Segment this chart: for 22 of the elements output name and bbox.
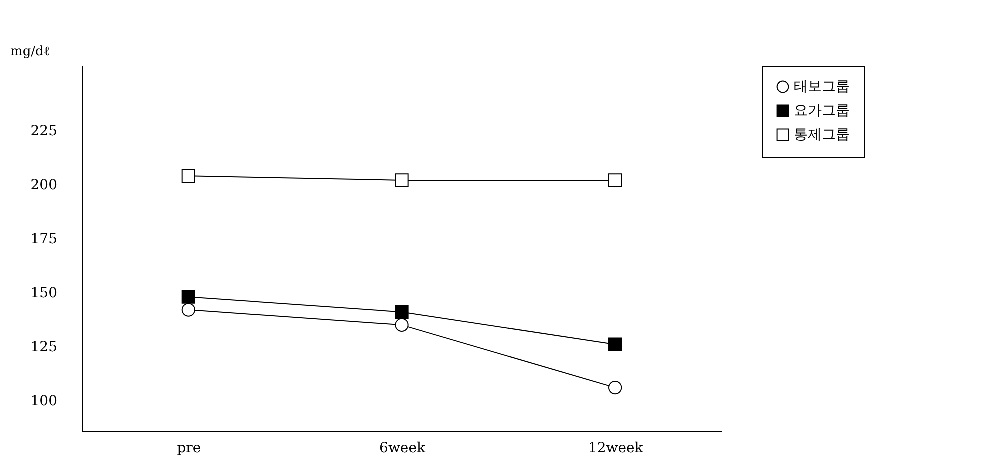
legend-label: 통제그룹	[794, 127, 850, 143]
y-tick-label: 100	[30, 393, 58, 410]
y-tick-label: 175	[30, 231, 58, 248]
point	[182, 290, 196, 304]
point	[182, 169, 196, 183]
y-tick-label: 125	[30, 339, 58, 356]
y-axis-title: mg/dℓ	[10, 44, 50, 60]
y-tick-label: 225	[30, 123, 58, 140]
x-tick-label: 6week	[380, 440, 426, 456]
legend-label: 태보그룹	[794, 79, 850, 95]
y-tick-label: 200	[30, 177, 58, 194]
point	[608, 380, 622, 395]
point	[395, 305, 409, 320]
point	[608, 338, 622, 352]
y-tick-label: 150	[30, 285, 58, 302]
point	[182, 303, 196, 317]
point	[395, 174, 409, 188]
x-tick-label: 12week	[588, 440, 644, 456]
x-tick-label: pre	[177, 440, 202, 456]
point	[608, 174, 622, 188]
legend-label: 요가그룹	[794, 103, 850, 119]
point	[395, 318, 409, 332]
